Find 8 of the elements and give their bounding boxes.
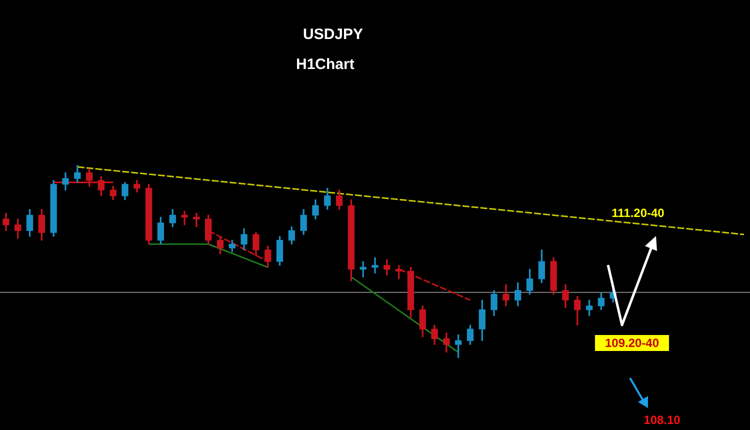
- chart-subtitle: H1Chart: [296, 56, 354, 73]
- candlestick: [181, 210, 188, 226]
- text: 108.10: [644, 413, 680, 427]
- candlestick: [193, 212, 200, 228]
- chart-title: USDJPY: [303, 26, 364, 43]
- annotation: 111.20-40: [612, 206, 664, 220]
- annotation: 109.20-40: [594, 335, 670, 351]
- candlestick: [372, 257, 378, 274]
